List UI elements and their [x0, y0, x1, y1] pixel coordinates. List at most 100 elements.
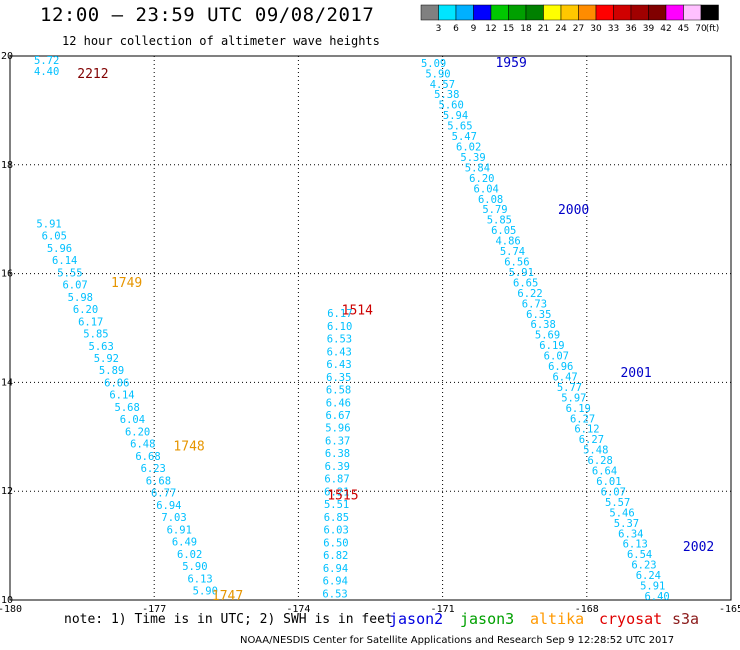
wave-height-value: 5.79 — [482, 204, 507, 216]
wave-height-value: 6.82 — [323, 550, 348, 562]
wave-height-value: 6.14 — [109, 390, 134, 402]
wave-height-value: 6.49 — [172, 537, 197, 549]
wave-height-value: 6.67 — [325, 410, 350, 422]
pass-time-label: 1514 — [342, 303, 373, 318]
wave-height-value: 5.92 — [94, 353, 119, 365]
legend-s3a: s3a — [672, 610, 700, 628]
pass-time-label: 2000 — [558, 203, 589, 218]
pass-time-label: 1748 — [173, 439, 204, 454]
pass-time-label: 1959 — [495, 56, 526, 71]
wave-height-value: 6.05 — [42, 231, 67, 243]
wave-height-value: 6.28 — [588, 455, 613, 467]
legend-jason3: jason3 — [460, 610, 515, 628]
legend-altika: altika — [530, 610, 585, 628]
wave-height-value: 6.05 — [491, 225, 516, 237]
wave-height-value: 6.34 — [618, 528, 643, 540]
wave-height-value: 6.48 — [130, 439, 155, 451]
colorbar-label: 3 — [436, 24, 442, 34]
wave-height-value: 6.94 — [323, 576, 348, 588]
wave-height-value: 5.90 — [425, 68, 450, 80]
wave-height-value: 6.58 — [326, 385, 351, 397]
colorbar-swatch — [700, 4, 719, 21]
wave-height-value: 5.55 — [57, 267, 82, 279]
wave-height-value: 6.27 — [570, 413, 595, 425]
wave-height-value: 6.46 — [326, 397, 351, 409]
footer-credit: NOAA/NESDIS Center for Satellite Applica… — [240, 635, 675, 646]
wave-height-value: 6.10 — [327, 321, 352, 333]
pass-time-label: 2212 — [77, 67, 108, 82]
wave-height-value: 6.96 — [548, 361, 573, 373]
wave-height-value: 6.27 — [579, 434, 604, 446]
colorbar-label: 45 — [678, 24, 689, 34]
x-tick-label: -168 — [575, 604, 599, 615]
wave-height-value: 5.94 — [443, 110, 468, 122]
x-tick-label: -180 — [0, 604, 22, 615]
wave-height-value: 5.63 — [89, 341, 114, 353]
x-tick-label: -171 — [431, 604, 455, 615]
wave-height-value: 4.86 — [495, 236, 520, 248]
legend-note: note: 1) Time is in UTC; 2) SWH is in fe… — [64, 612, 393, 627]
plot-frame — [9, 55, 732, 601]
wave-height-value: 5.96 — [325, 423, 350, 435]
altimeter-plot: -180 -177 -174 -171 -168 -165 10 12 14 16 18 20 5.91… — [0, 51, 740, 615]
legend-cryosat: cryosat — [599, 610, 663, 628]
wave-height-value: 5.09 — [421, 58, 446, 70]
pass-time-label: 2001 — [620, 366, 651, 381]
wave-height-value: 6.07 — [601, 486, 626, 498]
wave-height-value: 6.35 — [326, 372, 351, 384]
wave-height-value: 5.48 — [583, 445, 608, 457]
wave-height-value: 6.13 — [187, 573, 212, 585]
wave-height-value: 6.23 — [141, 463, 166, 475]
wave-height-value: 6.38 — [325, 448, 350, 460]
wave-height-value: 5.37 — [614, 518, 639, 530]
wave-height-value: 4.40 — [34, 66, 59, 78]
wave-height-value: 6.22 — [517, 288, 542, 300]
y-tick-label: 14 — [1, 377, 13, 388]
wave-height-value: 6.47 — [552, 371, 577, 383]
color-scale-legend: 3 6 9 12 15 18 21 24 27 30 33 36 39 42 45 70(ft) — [420, 4, 719, 34]
wave-height-value: 5.68 — [115, 402, 140, 414]
wave-height-value: 5.98 — [68, 292, 93, 304]
wave-height-value: 6.02 — [177, 549, 202, 561]
wave-height-value: 6.43 — [327, 346, 352, 358]
colorbar-label: 27 — [573, 24, 584, 34]
wave-height-value: 6.20 — [469, 173, 494, 185]
wave-height-value: 5.84 — [465, 162, 490, 174]
wave-height-value: 6.87 — [324, 474, 349, 486]
wave-height-value: 5.91 — [640, 581, 665, 593]
wave-height-value: 6.19 — [566, 403, 591, 415]
wave-height-value: 6.08 — [478, 194, 503, 206]
wave-height-value: 5.90 — [182, 561, 207, 573]
wave-height-value: 7.03 — [161, 512, 186, 524]
wave-height-value: 5.39 — [460, 152, 485, 164]
wave-height-value: 6.04 — [120, 414, 145, 426]
wave-height-value: 5.96 — [47, 243, 72, 255]
colorbar-label: 18 — [520, 24, 532, 34]
wave-height-value: 5.85 — [487, 215, 512, 227]
wave-height-value: 6.50 — [323, 537, 348, 549]
wave-height-value: 5.60 — [439, 100, 464, 112]
pass-time-label: 2002 — [683, 540, 714, 555]
pass-time-label: 1515 — [327, 488, 358, 503]
wave-height-value: 6.68 — [135, 451, 160, 463]
wave-height-value: 5.72 — [34, 55, 59, 67]
wave-height-value: 6.19 — [539, 340, 564, 352]
colorbar-label: 30 — [590, 24, 602, 34]
wave-height-value: 5.90 — [193, 586, 218, 598]
colorbar-label: 21 — [538, 24, 549, 34]
wave-height-value: 6.43 — [326, 359, 351, 371]
wave-height-value: 6.06 — [104, 377, 129, 389]
colorbar-label: 6 — [453, 24, 459, 34]
wave-height-value: 5.74 — [500, 246, 525, 258]
wave-height-value: 6.64 — [592, 466, 617, 478]
wave-height-value: 6.65 — [513, 277, 538, 289]
colorbar-label: 39 — [643, 24, 655, 34]
wave-height-value: 5.91 — [509, 267, 534, 279]
wave-height-value: 6.73 — [522, 298, 547, 310]
x-tick-label: -165 — [719, 604, 740, 615]
wave-height-value: 6.14 — [52, 255, 77, 267]
wave-height-value: 5.97 — [561, 392, 586, 404]
wave-height-value: 6.01 — [596, 476, 621, 488]
wave-height-value: 6.13 — [623, 539, 648, 551]
legend-jason2: jason2 — [389, 610, 444, 628]
